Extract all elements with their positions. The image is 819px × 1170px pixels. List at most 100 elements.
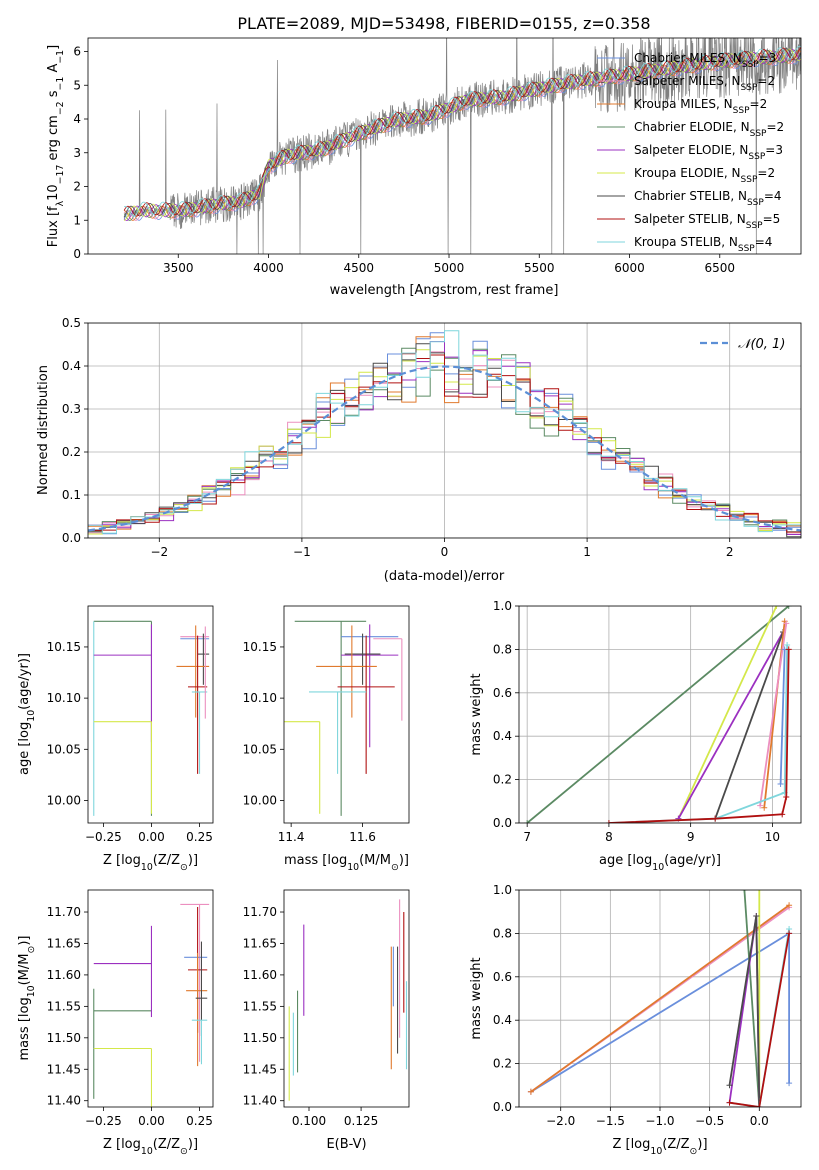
y-tick-label: 3 (73, 146, 81, 160)
legend-sub: SSP (738, 244, 755, 254)
y-tick-label: 11.45 (243, 1062, 277, 1076)
y-axis-label-part: s (46, 90, 61, 101)
y-tick-label: 1 (73, 213, 81, 227)
x-tick-label: 0.125 (344, 1114, 378, 1128)
x-tick-label: −0.5 (695, 1114, 724, 1128)
x-axis-label-part: 10 (652, 862, 664, 873)
y-tick-label: 11.45 (47, 1062, 81, 1076)
legend-entry-chm: Chabrier MILES, NSSP=3 (634, 51, 776, 70)
legend-label: Chabrier MILES, N (634, 51, 742, 65)
x-axis-label-part: Z [log (103, 853, 141, 868)
weight-marker-che (524, 820, 531, 823)
y-tick-label: 11.65 (243, 936, 277, 950)
x-tick-label: 0.25 (186, 830, 213, 844)
weight-marker-sam (783, 620, 790, 627)
legend-sub: SSP (741, 175, 758, 185)
y-axis-label-part: Flux [f (46, 206, 61, 247)
x-axis-label-part: (M/M (359, 853, 391, 868)
x-axis-label-part: (age/yr)] (664, 853, 721, 868)
x-tick-label: 0.25 (186, 1114, 213, 1128)
y-axis-label: mass [log10(M/M⊙)] (17, 936, 37, 1061)
x-axis-label-part: ⊙ (690, 1146, 698, 1157)
legend-entry-kre: Kroupa ELODIE, NSSP=2 (634, 166, 775, 185)
y-tick-label: 11.70 (47, 905, 81, 919)
y-axis-label: age [log10(age/yr)] (17, 653, 37, 775)
y-tick-label: 11.50 (243, 1031, 277, 1045)
plot-area (93, 620, 210, 816)
panel-age-vs-mass: 11.4 11.6 10.00 10.05 10.10 10.15 mass [log10(… (243, 605, 410, 873)
weight-marker-sas (786, 930, 793, 937)
y-tick-label: 0.0 (62, 531, 81, 545)
plot-area (519, 890, 801, 1107)
x-axis-label: wavelength [Angstrom, rest frame] (330, 283, 559, 298)
weight-marker-kre (756, 890, 763, 893)
y-tick-label: 11.65 (47, 936, 81, 950)
weight-marker-sas (779, 811, 786, 818)
weight-line-chs (714, 631, 784, 820)
y-tick-label: 11.60 (47, 968, 81, 982)
y-tick-label: 0.2 (493, 1057, 512, 1071)
weight-line-sae (677, 631, 784, 820)
x-tick-label: 0.00 (138, 830, 165, 844)
x-axis-label: mass [log10(M/M⊙)] (284, 853, 409, 873)
x-axis-label-part: )] (188, 853, 198, 868)
legend-suffix: =4 (764, 189, 782, 203)
plot-area (284, 620, 403, 816)
y-tick-label: 10.10 (47, 691, 81, 705)
legend-label: Salpeter ELODIE, N (634, 143, 748, 157)
legend-sub: SSP (733, 106, 750, 116)
legend-label: Salpeter STELIB, N (634, 212, 746, 226)
y-tick-label: 1.0 (493, 599, 512, 613)
axes-frame (87, 37, 802, 255)
x-tick-label: 6000 (614, 261, 645, 275)
panel-weight-vs-Z: −2.0 −1.5 −1.0 −0.5 0.0 0.0 0.2 0.4 0.6 0.8 1.0 Z [… (469, 883, 802, 1157)
y-tick-label: 4 (73, 112, 81, 126)
legend-sub: SSP (748, 152, 765, 162)
weight-marker-krm (761, 804, 768, 811)
y-tick-label: 11.70 (243, 905, 277, 919)
y-tick-label: 11.40 (47, 1094, 81, 1108)
y-tick-label: 11.40 (243, 1094, 277, 1108)
legend-suffix: =4 (755, 235, 773, 249)
y-tick-label: 11.50 (47, 1031, 81, 1045)
x-axis-label-part: (Z/Z (153, 853, 180, 868)
x-axis-label-part: age [log (599, 853, 652, 868)
x-axis-label-part: 10 (650, 1146, 662, 1157)
y-tick-label: 10.00 (47, 793, 81, 807)
x-tick-label: −1.5 (596, 1114, 625, 1128)
x-axis-label-part: (Z/Z (153, 1137, 180, 1152)
y-axis-label: mass weight (469, 673, 484, 755)
y-axis-label-part: age [log (17, 722, 32, 775)
weight-marker-chm (786, 1080, 793, 1087)
y-tick-label: 0.0 (493, 816, 512, 830)
weight-marker-sas (783, 793, 790, 800)
x-tick-label: 5500 (524, 261, 555, 275)
x-tick-label: 3500 (163, 261, 194, 275)
y-tick-label: 6 (73, 45, 81, 59)
x-tick-label: −1 (293, 545, 311, 559)
y-tick-label: 0.1 (62, 488, 81, 502)
y-tick-label: 10.00 (243, 793, 277, 807)
y-tick-label: 10.15 (243, 640, 277, 654)
panel-residuals: −2 −1 0 1 2 0.0 0.1 0.2 0.3 0.4 0.5 𝒩(0, 1) (data-mo… (36, 316, 802, 584)
x-tick-label: 4000 (253, 261, 284, 275)
x-axis-label-part: ⊙ (180, 862, 188, 873)
y-tick-label: 1.0 (493, 883, 512, 897)
legend-entry-sae: Salpeter ELODIE, NSSP=3 (634, 143, 783, 162)
x-axis-label: Z [log10(Z/Z⊙)] (103, 1137, 198, 1157)
weight-marker-chs (753, 913, 760, 920)
x-tick-label: −0.25 (85, 1114, 122, 1128)
axes-frame (87, 322, 802, 539)
weight-marker-sas (785, 646, 792, 653)
x-axis-label: Z [log10(Z/Z⊙)] (103, 853, 198, 873)
legend-suffix: =2 (750, 97, 768, 111)
y-axis-label-part: −1 (55, 77, 66, 91)
axes-frame (283, 889, 410, 1108)
x-tick-label: 9 (687, 830, 695, 844)
x-axis-label: (data-model)/error (384, 569, 505, 584)
legend-suffix: =3 (765, 143, 783, 157)
legend-suffix: =2 (757, 166, 775, 180)
weight-marker-che (785, 606, 792, 609)
